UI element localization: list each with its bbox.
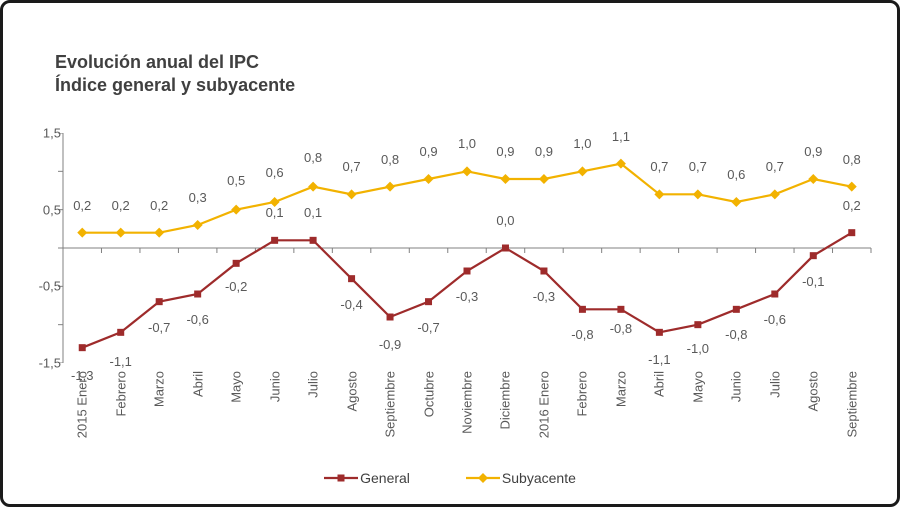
x-tick-label: Agosto (344, 371, 359, 411)
y-tick-label: -0,5 (27, 279, 61, 294)
data-label: -0,2 (225, 279, 247, 294)
legend-item-subyacente: Subyacente (466, 470, 576, 486)
data-label: 0,6 (727, 167, 745, 182)
data-label: -0,4 (340, 297, 362, 312)
x-tick-label: Julio (767, 371, 782, 398)
data-label: 0,2 (843, 198, 861, 213)
data-label: -0,9 (379, 337, 401, 352)
data-label: -0,7 (417, 320, 439, 335)
chart-plot-area: -1,5-0,50,51,52015 EneroFebreroMarzoAbri… (23, 133, 883, 363)
data-label: 0,9 (804, 144, 822, 159)
data-label: 1,1 (612, 129, 630, 144)
x-tick-label: Abril (190, 371, 205, 397)
data-label: 0,9 (535, 144, 553, 159)
x-tick-label: Mayo (229, 371, 244, 403)
data-label: -0,8 (610, 321, 632, 336)
chart-title: Evolución anual del IPC Índice general y… (55, 51, 295, 96)
data-label: -0,8 (725, 327, 747, 342)
data-label: -0,3 (533, 289, 555, 304)
data-label: 0,7 (766, 159, 784, 174)
data-label: -1,0 (687, 341, 709, 356)
data-label: 0,5 (227, 173, 245, 188)
data-label: -0,6 (764, 312, 786, 327)
data-label: -0,6 (186, 312, 208, 327)
data-label: 0,9 (496, 144, 514, 159)
data-label: 0,1 (266, 205, 284, 220)
data-label: -0,3 (456, 289, 478, 304)
data-label: 0,9 (419, 144, 437, 159)
data-label: 0,2 (150, 198, 168, 213)
legend-item-general: General (324, 470, 410, 486)
x-tick-label: Mayo (690, 371, 705, 403)
legend-label-subyacente: Subyacente (502, 470, 576, 486)
x-tick-label: Agosto (806, 371, 821, 411)
legend: General Subyacente (3, 470, 897, 486)
x-tick-label: Febrero (113, 371, 128, 417)
legend-label-general: General (360, 470, 410, 486)
x-tick-label: Abril (652, 371, 667, 397)
data-label: -1,1 (110, 354, 132, 369)
x-tick-label: Marzo (152, 371, 167, 407)
legend-swatch-subyacente (466, 471, 500, 485)
y-tick-label: 1,5 (27, 126, 61, 141)
x-tick-label: 2016 Enero (536, 371, 551, 438)
x-tick-label: Septiembre (844, 371, 859, 437)
data-label: 0,7 (689, 159, 707, 174)
data-label: 0,8 (381, 152, 399, 167)
x-tick-label: Diciembre (498, 371, 513, 430)
x-tick-label: Marzo (613, 371, 628, 407)
data-label: 1,0 (573, 136, 591, 151)
data-label: -0,7 (148, 320, 170, 335)
x-tick-label: Febrero (575, 371, 590, 417)
data-label: 0,8 (843, 152, 861, 167)
x-tick-label: Septiembre (383, 371, 398, 437)
data-label: 0,7 (650, 159, 668, 174)
data-label: 0,3 (189, 190, 207, 205)
data-label: 0,0 (496, 213, 514, 228)
data-label: -0,1 (802, 274, 824, 289)
data-label: 1,0 (458, 136, 476, 151)
data-label: -1,3 (71, 368, 93, 383)
y-tick-label: -1,5 (27, 356, 61, 371)
data-label: -1,1 (648, 352, 670, 367)
x-tick-label: Octubre (421, 371, 436, 417)
legend-swatch-general (324, 471, 358, 485)
x-tick-label: Junio (267, 371, 282, 402)
data-label: 0,1 (304, 205, 322, 220)
data-label: 0,8 (304, 150, 322, 165)
data-label: 0,2 (73, 198, 91, 213)
x-tick-label: Noviembre (460, 371, 475, 434)
data-label: 0,6 (266, 165, 284, 180)
data-label: -0,8 (571, 327, 593, 342)
data-label: 0,7 (343, 159, 361, 174)
x-tick-label: Julio (306, 371, 321, 398)
y-tick-label: 0,5 (27, 202, 61, 217)
data-label: 0,2 (112, 198, 130, 213)
x-tick-label: Junio (729, 371, 744, 402)
